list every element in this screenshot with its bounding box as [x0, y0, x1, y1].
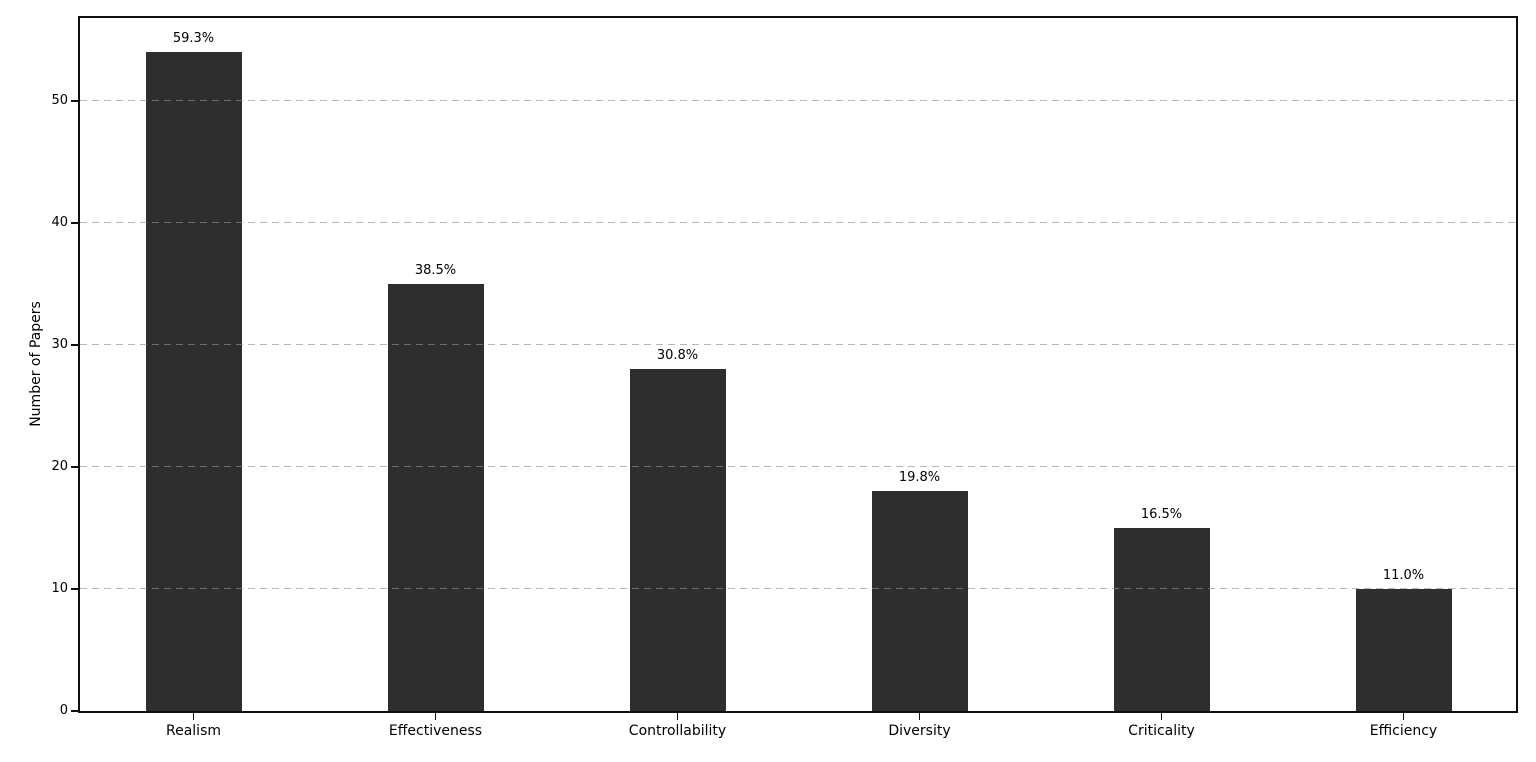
x-tick-mark [434, 713, 437, 720]
x-tick-label: Controllability [628, 723, 727, 739]
y-tick-mark [71, 588, 78, 590]
y-tick-mark [71, 466, 78, 468]
plot-area: 59.3% Realism 38.5% Effectiveness 30.8% Contr… [51, 16, 1518, 739]
y-tick-label: 50 [51, 92, 68, 108]
x-tick-mark [1402, 713, 1405, 720]
x-tick-mark [1160, 713, 1163, 720]
x-tick-label: Diversity [888, 723, 951, 739]
x-tick-label: Criticality [1128, 723, 1195, 739]
y-tick-mark [71, 100, 78, 102]
bar-controllability [629, 369, 726, 711]
x-tick-mark [918, 713, 921, 720]
bar-effectiveness [387, 283, 484, 711]
bar-criticality [1113, 528, 1210, 711]
bar-value-label: 59.3% [172, 31, 215, 47]
y-tick-label: 10 [51, 580, 68, 596]
x-tick-label: Realism [165, 723, 222, 739]
bar-diversity [871, 491, 968, 711]
bar-value-label: 16.5% [1140, 507, 1183, 522]
y-tick-label: 20 [51, 458, 68, 474]
y-tick-mark [71, 710, 78, 712]
bar-value-label: 30.8% [656, 348, 699, 364]
y-tick-mark [71, 222, 78, 224]
gridline-50 [80, 100, 1516, 103]
y-tick-label: 40 [51, 214, 68, 230]
bar-efficiency [1355, 589, 1452, 711]
y-tick-mark [71, 344, 78, 346]
gridline-10 [80, 588, 1516, 591]
bar-realism [145, 52, 242, 711]
bar-value-label: 38.5% [414, 262, 457, 278]
x-tick-label: Effectiveness [388, 723, 483, 739]
bar-value-label: 11.0% [1382, 568, 1425, 583]
y-axis-title: Number of Papers [28, 301, 44, 427]
x-tick-mark [192, 713, 195, 720]
gridline-40 [80, 222, 1516, 225]
bar-value-label: 19.8% [898, 470, 941, 486]
y-tick-label: 0 [59, 703, 68, 718]
gridline-30 [80, 344, 1516, 347]
x-tick-label: Efficiency [1369, 723, 1438, 739]
x-tick-mark [676, 713, 679, 720]
y-tick-label: 30 [51, 336, 68, 352]
gridline-20 [80, 466, 1516, 469]
